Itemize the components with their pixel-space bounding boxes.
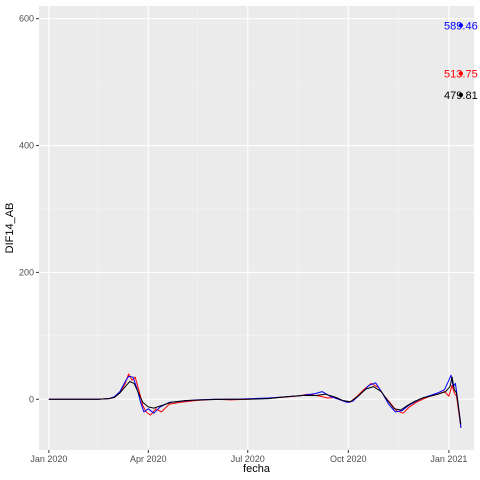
x-axis-ticks: Jan 2020 Apr 2020 Jul 2020 Oct 2020 Jan 2021	[30, 450, 467, 464]
x-tick-label: Oct 2020	[330, 454, 367, 464]
y-tick-label: 600	[19, 14, 34, 24]
panel-background	[39, 6, 474, 450]
point-labels-layer: 513.75 589.46 479.81	[444, 20, 478, 102]
end-point-1	[458, 71, 464, 76]
y-axis-title: DIF14_AB	[4, 203, 16, 254]
end-point-2	[458, 23, 464, 28]
y-tick-label: 200	[19, 267, 34, 277]
end-point-label-1: 513.75	[444, 68, 478, 80]
minor-gridlines	[39, 6, 474, 450]
y-axis-ticks: 0 200 400 600	[19, 14, 39, 404]
x-tick-label: Jul 2020	[231, 454, 265, 464]
x-axis-title: fecha	[243, 463, 271, 475]
y-tick-label: 0	[29, 394, 34, 404]
end-point-label-3: 479.81	[444, 90, 478, 102]
x-tick-label: Jan 2020	[30, 454, 67, 464]
y-tick-label: 400	[19, 141, 34, 151]
end-point-3	[458, 92, 464, 98]
x-tick-label: Apr 2020	[130, 454, 167, 464]
series-layer	[48, 373, 462, 428]
series-line-2	[48, 374, 462, 428]
x-tick-label: Jan 2021	[430, 454, 467, 464]
end-point-label-2: 589.46	[444, 20, 478, 32]
series-line-3	[48, 376, 462, 425]
